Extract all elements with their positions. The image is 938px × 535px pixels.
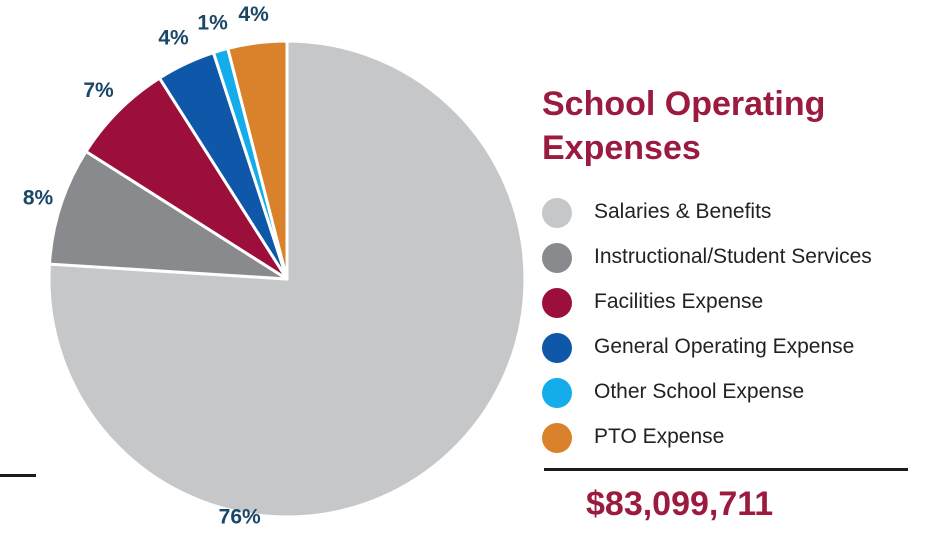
pie-label-pto-expense: 4% [238, 3, 269, 26]
pie-label-other-school-expense: 1% [197, 12, 228, 35]
legend-swatch-other-school-expense [542, 378, 572, 408]
left-divider [0, 474, 36, 477]
pie-slice-instructional-student-services [47, 149, 289, 281]
legend-swatch-pto-expense [542, 423, 572, 453]
chart-title: School Operating Expenses [542, 85, 826, 167]
pie-label-instructional-student-services: 8% [23, 187, 54, 210]
legend-item-general-operating-expense: General Operating Expense [542, 331, 934, 363]
pie-percent-labels: 76% 8% 7% 4% 1% 4% [23, 3, 269, 529]
pie-slice-pto-expense [226, 39, 289, 281]
legend-item-other-school-expense: Other School Expense [542, 376, 934, 408]
pie-slice-salaries-benefits [47, 39, 527, 519]
legend-swatch-general-operating-expense [542, 333, 572, 363]
legend-label-instructional-student-services: Instructional/Student Services [594, 245, 872, 268]
legend-item-facilities-expense: Facilities Expense [542, 286, 934, 318]
pie-label-general-operating-expense: 4% [158, 26, 189, 49]
legend-label-facilities-expense: Facilities Expense [594, 290, 764, 313]
total-amount: $83,099,711 [586, 485, 774, 523]
legend-label-general-operating-expense: General Operating Expense [594, 335, 855, 358]
legend-item-salaries-benefits: Salaries & Benefits [542, 196, 934, 228]
total-divider [544, 468, 908, 471]
pie-slice-facilities-expense [84, 76, 289, 281]
legend: Salaries & Benefits Instructional/Studen… [542, 196, 934, 466]
legend-label-other-school-expense: Other School Expense [594, 380, 805, 403]
pie-label-salaries-benefits: 76% [219, 506, 261, 529]
legend-label-salaries-benefits: Salaries & Benefits [594, 200, 772, 223]
legend-swatch-facilities-expense [542, 288, 572, 318]
legend-item-instructional-student-services: Instructional/Student Services [542, 241, 934, 273]
legend-swatch-salaries-benefits [542, 198, 572, 228]
pie-slices [47, 39, 527, 519]
legend-label-pto-expense: PTO Expense [594, 425, 725, 448]
pie-label-facilities-expense: 7% [83, 79, 114, 102]
legend-item-pto-expense: PTO Expense [542, 421, 934, 453]
legend-swatch-instructional-student-services [542, 243, 572, 273]
